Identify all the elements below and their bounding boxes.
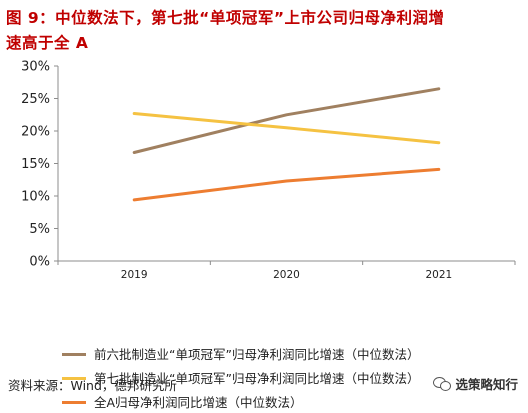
axes-layer: 0% 5% 10% 15% 20% 25% 30% 2019 2020 2021	[21, 60, 516, 281]
watermark-label: 选策略知行	[455, 376, 518, 392]
y-tick-label: 15%	[21, 157, 50, 172]
y-tick-label: 30%	[21, 60, 50, 75]
series-line-1	[132, 112, 441, 145]
y-tick-label: 5%	[29, 222, 50, 237]
source-note: 资料来源：Wind，德邦研究所	[8, 378, 177, 393]
legend-swatch-0	[62, 353, 86, 356]
chart-title: 图 9：中位数法下，第七批“单项冠军”上市公司归母净利润增 速高于全 A	[6, 6, 522, 56]
legend-label-1: 第七批制造业“单项冠军”归母净利润同比增速（中位数法）	[94, 371, 420, 386]
x-tick-label: 2020	[273, 269, 300, 281]
x-tick-label: 2021	[425, 269, 452, 281]
line-chart: 0% 5% 10% 15% 20% 25% 30% 2019 2020 2021 前六批制造业“单…	[0, 54, 528, 410]
y-tick-label: 20%	[21, 125, 50, 140]
legend-label-2: 全A归母净利润同比增速（中位数法）	[94, 395, 303, 410]
series-layer	[132, 87, 441, 202]
series-line-0	[132, 87, 441, 154]
chart-svg: 0% 5% 10% 15% 20% 25% 30% 2019 2020 2021	[21, 60, 516, 281]
y-tick-label: 0%	[29, 255, 50, 270]
watermark: 选策略知行	[433, 371, 518, 395]
chart-title-line-1: 图 9：中位数法下，第七批“单项冠军”上市公司归母净利润增	[6, 9, 445, 27]
legend-label-0: 前六批制造业“单项冠军”归母净利润同比增速（中位数法）	[94, 347, 420, 362]
wechat-icon	[433, 375, 452, 391]
series-line-2	[132, 167, 441, 202]
y-tick-label: 25%	[21, 92, 50, 107]
chart-title-line-2: 速高于全 A	[6, 34, 89, 52]
legend-swatch-1	[62, 377, 86, 380]
y-tick-label: 10%	[21, 190, 50, 205]
x-tick-label: 2019	[121, 269, 148, 281]
